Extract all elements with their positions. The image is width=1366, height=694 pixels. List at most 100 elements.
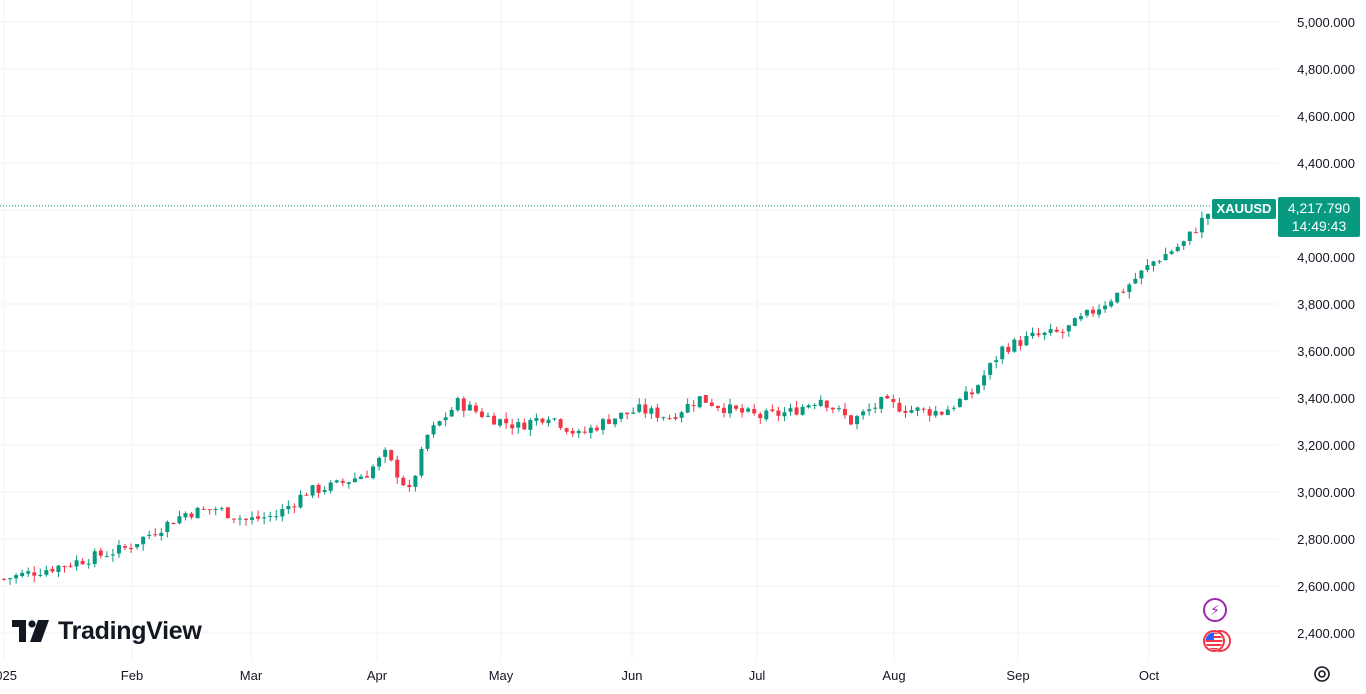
candle <box>1097 304 1102 318</box>
candle <box>153 528 158 537</box>
candle <box>1000 345 1005 365</box>
candle <box>56 564 61 578</box>
candle <box>1163 247 1168 261</box>
last-price-value: 4,217.790 <box>1287 200 1351 216</box>
candle <box>395 455 400 484</box>
candle <box>673 412 678 421</box>
candle <box>1048 323 1053 336</box>
price-axis[interactable]: 2,400.000 2,600.000 2,800.000 3,000.000 3,20… <box>1297 15 1355 641</box>
price-tick-label: 3,600.000 <box>1297 344 1355 359</box>
candle <box>655 403 660 422</box>
candle <box>207 509 212 515</box>
candle <box>1066 325 1071 337</box>
candle <box>1060 328 1065 339</box>
settings-icon[interactable] <box>1312 664 1332 684</box>
candle <box>104 551 109 558</box>
candle <box>746 406 751 413</box>
candle <box>340 478 345 487</box>
candle <box>116 540 121 558</box>
candle <box>625 412 630 420</box>
candle <box>1169 249 1174 255</box>
candle <box>274 509 279 521</box>
time-tick-label: 2025 <box>0 668 17 683</box>
symbol-label: XAUUSD <box>1212 199 1276 219</box>
candle <box>927 406 932 422</box>
candle <box>764 408 769 422</box>
candle <box>546 416 551 427</box>
candle <box>794 400 799 416</box>
candle <box>189 512 194 520</box>
candle <box>897 397 902 413</box>
us-flag-icon[interactable] <box>1202 629 1232 653</box>
time-tick-label: Sep <box>1006 668 1029 683</box>
tradingview-logo[interactable]: TradingView <box>12 614 202 648</box>
candle <box>352 472 357 483</box>
candle <box>244 517 248 526</box>
candle <box>818 395 823 408</box>
candle <box>740 404 745 418</box>
candle <box>830 407 835 414</box>
candle <box>552 417 557 421</box>
candle <box>1205 213 1210 225</box>
candle <box>691 400 696 412</box>
time-tick-label: Jun <box>622 668 643 683</box>
candle <box>861 409 866 420</box>
candle <box>855 414 860 430</box>
candle <box>250 511 255 525</box>
candle <box>1115 292 1120 304</box>
time-tick-label: Mar <box>240 668 263 683</box>
candle <box>570 427 575 437</box>
candle <box>1157 259 1162 264</box>
lightning-icon[interactable]: ⚡ <box>1203 598 1227 622</box>
bar-countdown: 14:49:43 <box>1291 218 1347 234</box>
candle <box>607 414 611 425</box>
candle <box>1042 331 1047 341</box>
candle <box>1012 337 1017 353</box>
candle <box>528 418 533 437</box>
candle <box>782 406 787 422</box>
time-tick-label: May <box>489 668 514 683</box>
candle <box>304 492 309 496</box>
time-tick-label: Apr <box>367 668 388 683</box>
candle <box>195 506 200 519</box>
candle <box>1072 317 1077 327</box>
candle <box>679 410 684 423</box>
candle <box>419 446 424 478</box>
candle <box>44 565 49 577</box>
candle <box>1024 331 1029 347</box>
candle <box>461 396 466 418</box>
candle <box>1018 335 1023 351</box>
candle <box>80 558 85 565</box>
candle <box>1091 306 1095 317</box>
candle <box>1121 288 1126 294</box>
time-axis[interactable]: 2025 Feb Mar Apr May Jun Jul Aug Sep Oct <box>0 668 1159 683</box>
candle <box>976 384 981 395</box>
candle <box>92 548 97 568</box>
price-tick-label: 2,800.000 <box>1297 532 1355 547</box>
candle <box>280 504 285 522</box>
candle <box>933 405 938 418</box>
candle <box>431 421 436 438</box>
candle <box>86 559 91 569</box>
candle <box>141 536 146 551</box>
candle <box>1175 243 1180 253</box>
price-tick-label: 2,600.000 <box>1297 579 1355 594</box>
candle <box>836 405 841 412</box>
candle <box>637 398 642 414</box>
time-tick-label: Feb <box>121 668 143 683</box>
candle <box>1133 272 1138 285</box>
candle <box>909 405 914 414</box>
candle <box>594 424 599 432</box>
candle <box>982 370 987 391</box>
candle <box>256 510 261 522</box>
candle <box>903 405 908 419</box>
candle <box>437 420 442 427</box>
candle <box>588 424 593 439</box>
time-tick-label: Aug <box>882 668 905 683</box>
candle <box>225 506 230 519</box>
candle <box>540 417 545 425</box>
candle <box>600 417 605 435</box>
price-tick-label: 4,800.000 <box>1297 62 1355 77</box>
